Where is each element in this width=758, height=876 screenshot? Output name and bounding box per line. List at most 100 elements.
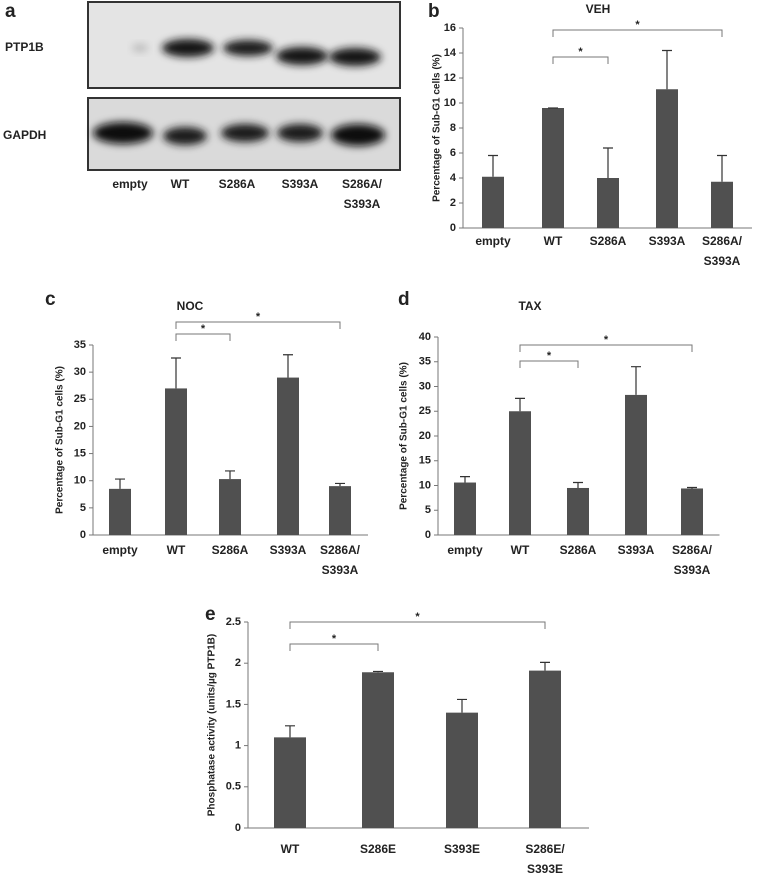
bar (509, 411, 531, 535)
bar (446, 712, 478, 828)
y-axis-label: Percentage of Sub-G1 cells (%) (55, 366, 66, 514)
x-tick-label: S393A (618, 543, 655, 557)
y-tick-label: 0.5 (226, 781, 241, 793)
y-tick-label: 2 (235, 657, 241, 669)
bar (567, 487, 589, 535)
x-tick-label: S286A/S393A (672, 543, 713, 577)
significance-bracket (289, 621, 546, 629)
error-bar (283, 354, 293, 378)
blot-image (87, 1, 401, 171)
y-tick-label: 10 (419, 479, 431, 491)
significance-label: * (547, 350, 552, 362)
error-bar (373, 670, 383, 673)
error-bar (573, 481, 583, 488)
blot-lane-label: S393A (282, 177, 319, 191)
y-tick-label: 10 (74, 475, 86, 487)
error-bar (603, 147, 613, 178)
y-tick-label: 2 (450, 197, 456, 209)
y-tick-label: 35 (74, 339, 86, 351)
y-tick-label: 1.5 (226, 698, 241, 710)
y-tick-label: 15 (74, 447, 86, 459)
y-tick-label: 35 (419, 356, 431, 368)
x-tick-label: S286E/S393E (525, 842, 565, 876)
y-tick-label: 1 (235, 740, 241, 752)
x-tick-label: S286A/S393A (320, 543, 361, 577)
significance-bracket (175, 321, 341, 329)
y-tick-label: 15 (419, 455, 431, 467)
y-tick-label: 30 (74, 366, 86, 378)
y-tick-label: 30 (419, 380, 431, 392)
bar (274, 737, 306, 828)
blot-lane-label: S286A (219, 177, 256, 191)
error-bar (488, 154, 498, 177)
blot-lane-label: empty (112, 177, 148, 191)
error-bar (460, 475, 470, 483)
y-axis-label: Percentage of Sub-G1 cells (%) (432, 54, 443, 202)
error-bar (540, 661, 550, 671)
y-tick-label: 8 (450, 122, 456, 134)
bar (711, 181, 733, 228)
significance-label: * (332, 633, 337, 645)
bar (681, 488, 703, 535)
bar (625, 394, 647, 535)
y-tick-label: 40 (419, 331, 431, 343)
y-tick-label: 16 (444, 22, 456, 34)
panel-letter: c (45, 289, 56, 310)
error-bar (717, 154, 727, 182)
significance-label: * (201, 323, 206, 335)
y-tick-label: 12 (444, 72, 456, 84)
y-axis-label: Percentage of Sub-G1 cells (%) (399, 362, 410, 510)
significance-bracket (519, 360, 579, 368)
bar (329, 486, 351, 535)
significance-label: * (578, 46, 583, 58)
error-bar (457, 698, 467, 713)
y-tick-label: 14 (444, 47, 457, 59)
bar (219, 479, 241, 535)
x-tick-label: S393A (270, 543, 307, 557)
x-tick-label: S393E (444, 842, 480, 856)
x-tick-label: empty (475, 234, 511, 248)
y-tick-label: 0 (425, 529, 431, 541)
error-bar (225, 470, 235, 480)
y-tick-label: 10 (444, 97, 456, 109)
error-bar (662, 49, 672, 90)
significance-bracket (519, 344, 693, 352)
bar (482, 176, 504, 228)
chart-title: TAX (518, 299, 541, 313)
y-tick-label: 20 (419, 430, 431, 442)
y-tick-label: 20 (74, 420, 86, 432)
x-tick-label: S286A (590, 234, 627, 248)
y-tick-label: 25 (74, 393, 86, 405)
bar (542, 108, 564, 228)
chart-title: VEH (586, 2, 611, 16)
y-tick-label: 5 (425, 504, 431, 516)
y-tick-label: 2.5 (226, 616, 241, 628)
x-tick-label: empty (102, 543, 138, 557)
error-bar (515, 397, 525, 412)
significance-bracket (289, 643, 379, 651)
error-bar (285, 725, 295, 738)
chart-title: NOC (177, 299, 204, 313)
bar (597, 178, 619, 228)
x-tick-label: S393A (649, 234, 686, 248)
bar (277, 377, 299, 535)
error-bar (171, 357, 181, 389)
y-tick-label: 4 (450, 172, 457, 184)
x-tick-label: S286A (560, 543, 597, 557)
y-tick-label: 0 (450, 222, 456, 234)
significance-bracket (552, 56, 609, 64)
x-tick-label: WT (281, 842, 300, 856)
significance-label: * (415, 611, 420, 623)
significance-bracket (175, 333, 231, 341)
panel-letter: e (205, 604, 216, 625)
x-tick-label: WT (511, 543, 530, 557)
significance-bracket (552, 29, 723, 37)
bar (656, 89, 678, 228)
error-bar (115, 478, 125, 489)
bar (529, 670, 561, 828)
bar (362, 672, 394, 828)
y-tick-label: 5 (80, 502, 86, 514)
y-tick-label: 0 (235, 822, 241, 834)
blot-row-label: GAPDH (3, 128, 46, 142)
